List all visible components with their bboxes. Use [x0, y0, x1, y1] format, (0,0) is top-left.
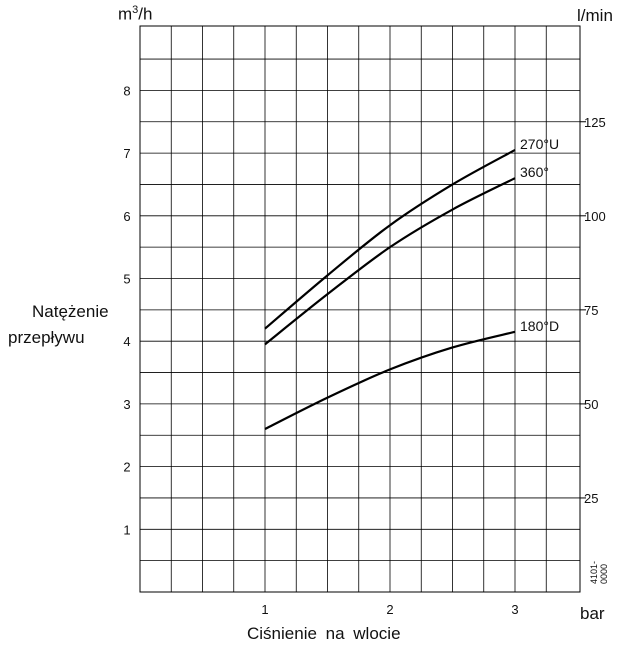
series-lines: 270°U 360° 180°D: [264, 136, 559, 430]
series-line-0: [264, 149, 516, 330]
x-tick-label: 2: [386, 602, 393, 617]
y-left-tick-label: 5: [123, 272, 130, 287]
x-axis-title: Ciśnienie na wlocie: [247, 624, 401, 643]
series-line-2: [264, 330, 516, 430]
y-left-tick-label: 8: [123, 83, 130, 98]
series-label-0: 270°U: [520, 136, 559, 152]
y-axis-title-line2: przepływu: [8, 328, 85, 347]
y-right-unit: l/min: [577, 6, 613, 25]
y-left-tick-label: 1: [123, 522, 130, 537]
y-left-tick-label: 6: [123, 209, 130, 224]
y-right-tick-label: 50: [584, 397, 598, 412]
y-left-unit: m3/h: [118, 4, 153, 24]
y-right-tick-label: 75: [584, 303, 598, 318]
figure-code: 4101-0000: [589, 560, 609, 584]
y-left-tick-label: 3: [123, 397, 130, 412]
x-tick-label: 1: [261, 602, 268, 617]
y-axis-title-line1: Natężenie: [32, 302, 109, 321]
y-left-tick-label: 7: [123, 146, 130, 161]
x-unit: bar: [580, 604, 605, 623]
grid: [140, 26, 580, 592]
y-left-tick-label: 4: [123, 334, 130, 349]
plot-frame: [139, 25, 581, 593]
y-right-tick-label: 125: [584, 115, 606, 130]
series-line-1: [264, 177, 516, 346]
tick-labels: 1 2 3 4 5 6 7 8 25 50 75 100 125 1 2 3: [123, 83, 605, 617]
y-right-tick-label: 100: [584, 209, 606, 224]
series-label-1: 360°: [520, 164, 549, 180]
y-right-tick-label: 25: [584, 491, 598, 506]
series-label-2: 180°D: [520, 318, 559, 334]
y-left-tick-label: 2: [123, 460, 130, 475]
x-tick-label: 3: [511, 602, 518, 617]
